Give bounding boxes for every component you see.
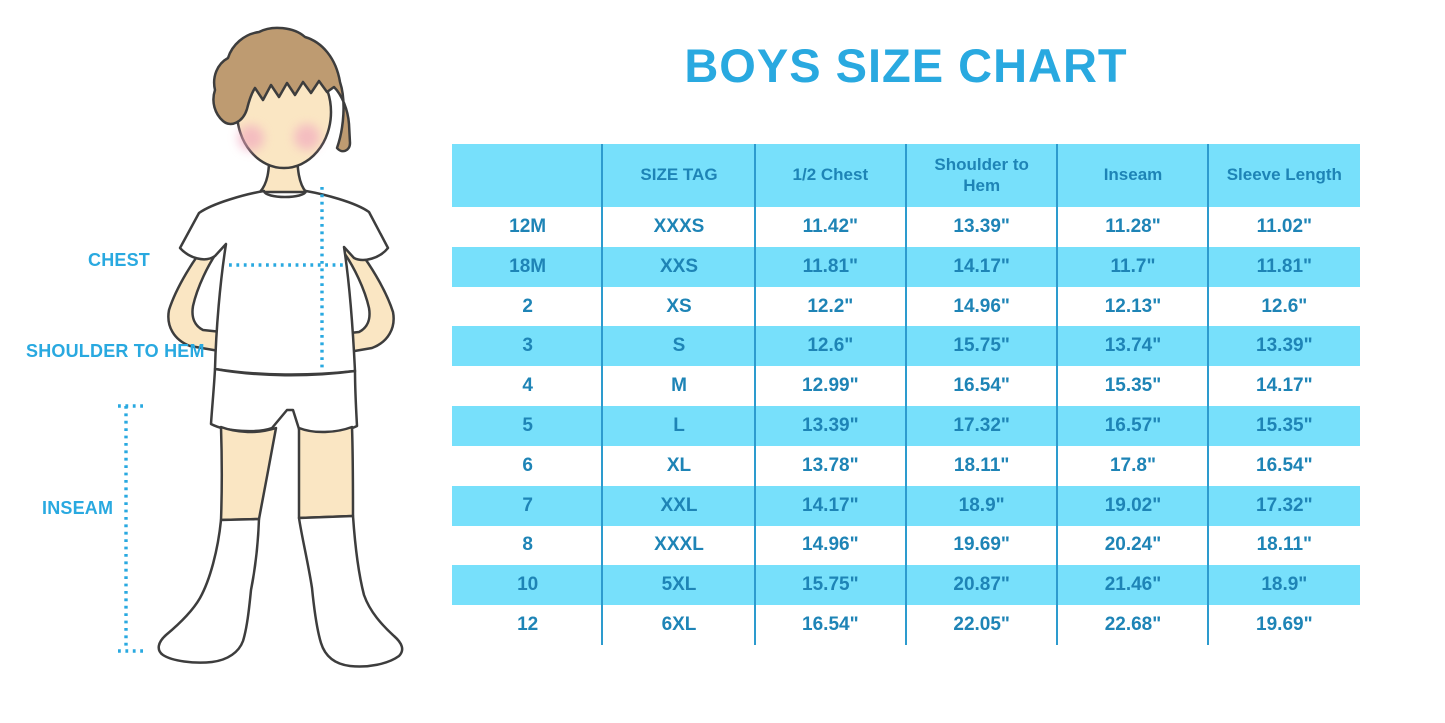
boy-illustration (118, 26, 404, 668)
table-cell: 14.17" (1256, 375, 1313, 397)
right-sock (297, 514, 404, 668)
table-cell: 12.6" (807, 335, 854, 357)
table-cell: 7 (522, 494, 533, 516)
column-divider (905, 144, 907, 645)
left-sock (157, 517, 261, 664)
table-row: 8 XXXL 14.96" 19.69" 20.24" 18.11" (452, 526, 1360, 566)
table-cell: 11.81" (802, 255, 859, 277)
table-cell: 17.32" (1256, 494, 1313, 516)
chest-label: CHEST (88, 250, 151, 270)
table-cell: 13.39" (1256, 335, 1313, 357)
column-divider (1056, 144, 1058, 645)
table-cell: XXS (659, 255, 698, 277)
table-cell: 12.99" (802, 375, 859, 397)
left-cheek (238, 125, 264, 151)
hair (212, 26, 352, 153)
table-cell: 22.05" (953, 614, 1010, 636)
table-cell: 22.68" (1104, 614, 1162, 636)
table-cell: 18.9" (1261, 574, 1308, 596)
table-cell: XXL (660, 494, 698, 516)
table-cell: 12.2" (807, 295, 854, 317)
table-cell: XS (666, 295, 692, 317)
table-cell: S (672, 335, 686, 357)
table-cell: XXXS (653, 215, 705, 237)
table-cell: 16.54" (1256, 454, 1313, 476)
right-leg (297, 425, 355, 520)
table-cell: 13.78" (802, 454, 859, 476)
table-cell: 13.39" (953, 215, 1010, 237)
column-divider (1207, 144, 1209, 645)
table-cell: 12.13" (1104, 295, 1162, 317)
table-cell: 12M (509, 215, 547, 237)
table-cell: 18M (509, 255, 547, 277)
table-cell: 5 (522, 414, 533, 436)
table-cell: M (671, 375, 687, 397)
table-cell: 20.87" (953, 574, 1010, 596)
table-row: 6 XL 13.78" 18.11" 17.8" 16.54" (452, 446, 1360, 486)
table-cell: 11.42" (802, 215, 859, 237)
table-cell: 13.74" (1104, 335, 1162, 357)
table-cell: 6XL (661, 614, 697, 636)
table-cell: 15.35" (1256, 414, 1313, 436)
left-leg (219, 425, 278, 522)
table-cell: 11.28" (1105, 215, 1161, 237)
table-cell: 14.17" (953, 255, 1010, 277)
column-header (452, 144, 603, 207)
table-cell: 15.35" (1104, 375, 1162, 397)
shorts (209, 367, 359, 434)
table-cell: 2 (522, 295, 533, 317)
table-cell: 11.02" (1256, 215, 1313, 237)
table-row: 12M XXXS 11.42" 13.39" 11.28" 11.02" (452, 207, 1360, 247)
table-cell: 14.96" (953, 295, 1010, 317)
table-cell: 13.39" (802, 414, 859, 436)
column-header: Sleeve Length (1226, 165, 1342, 185)
table-cell: 18.9" (958, 494, 1005, 516)
table-cell: 16.57" (1104, 414, 1162, 436)
table-cell: 5XL (661, 574, 697, 596)
column-divider (601, 144, 603, 645)
table-cell: 8 (522, 534, 533, 556)
table-cell: 10 (517, 574, 539, 596)
table-cell: 19.02" (1104, 494, 1162, 516)
column-divider (754, 144, 756, 645)
table-cell: 16.54" (953, 375, 1010, 397)
table-cell: 12 (517, 614, 539, 636)
table-row: 2 XS 12.2" 14.96" 12.13" 12.6" (452, 287, 1360, 327)
shoulder-to-hem-label: SHOULDER TO HEM (26, 341, 205, 361)
table-cell: 19.69" (953, 534, 1010, 556)
table-cell: 16.54" (802, 614, 859, 636)
table-cell: 19.69" (1256, 614, 1313, 636)
table-cell: 3 (522, 335, 533, 357)
right-cheek (294, 124, 320, 150)
table-cell: 15.75" (953, 335, 1010, 357)
table-cell: L (673, 414, 685, 436)
table-cell: 17.8" (1109, 454, 1156, 476)
table-cell: 21.46" (1104, 574, 1162, 596)
column-header: Shoulder to Hem (934, 155, 1029, 195)
column-header: SIZE TAG (640, 165, 718, 185)
table-cell: 15.75" (802, 574, 859, 596)
table-row: 12 6XL 16.54" 22.05" 22.68" 19.69" (452, 605, 1360, 645)
table-cell: 11.7" (1110, 255, 1156, 277)
table-cell: 6 (522, 454, 533, 476)
inseam-label: INSEAM (42, 498, 114, 518)
table-cell: 4 (522, 375, 533, 397)
table-cell: 14.96" (802, 534, 859, 556)
table-cell: 18.11" (1256, 534, 1313, 556)
table-cell: 20.24" (1104, 534, 1162, 556)
table-cell: 11.81" (1256, 255, 1313, 277)
size-chart-table: SIZE TAG 1/2 Chest Shoulder to Hem Inseam Sl… (452, 144, 1360, 645)
column-header: 1/2 Chest (792, 165, 869, 185)
page-title: BOYS SIZE CHART (684, 39, 1128, 92)
table-cell: XXXL (654, 534, 704, 556)
table-cell: XL (666, 454, 692, 476)
table-cell: 12.6" (1261, 295, 1308, 317)
table-row: 4 M 12.99" 16.54" 15.35" 14.17" (452, 366, 1360, 406)
table-cell: 17.32" (953, 414, 1010, 436)
table-cell: 18.11" (953, 454, 1010, 476)
table-cell: 14.17" (802, 494, 859, 516)
column-header: Inseam (1103, 165, 1163, 185)
